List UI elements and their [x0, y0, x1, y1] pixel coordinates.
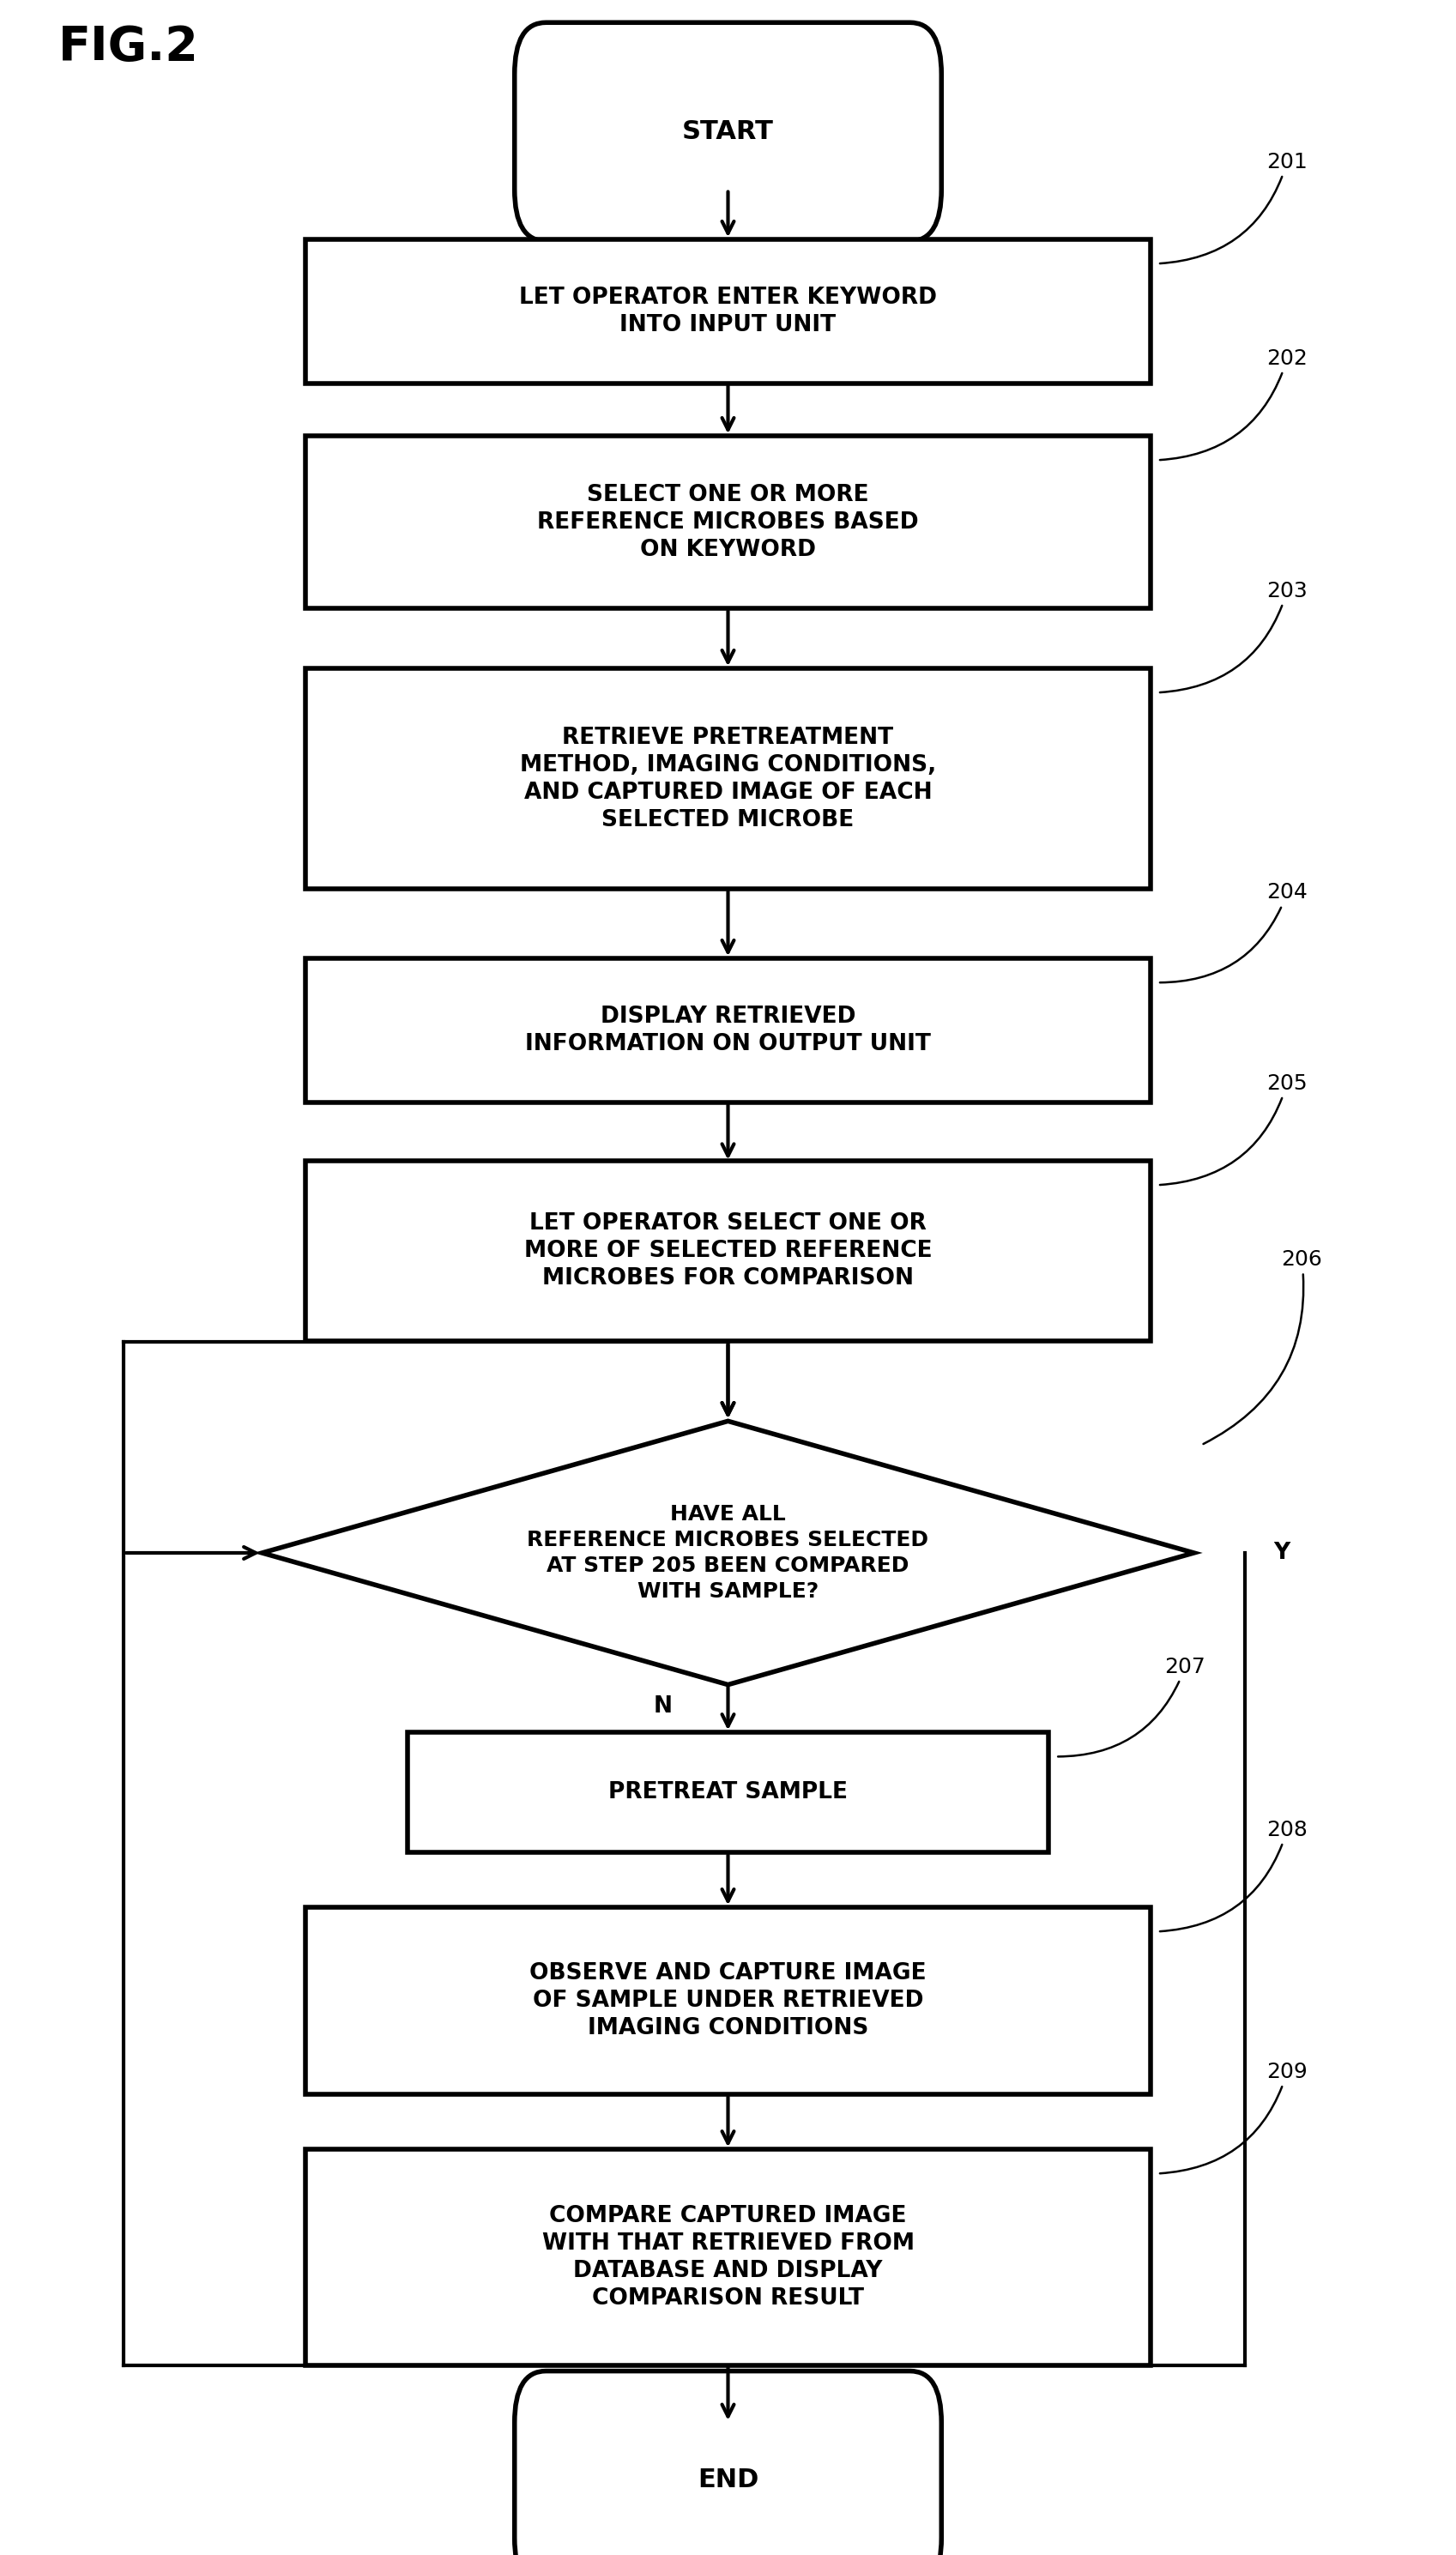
Text: 203: 203	[1160, 580, 1307, 692]
Text: PRETREAT SAMPLE: PRETREAT SAMPLE	[609, 1781, 847, 1804]
FancyBboxPatch shape	[306, 437, 1150, 608]
Text: LET OPERATOR ENTER KEYWORD
INTO INPUT UNIT: LET OPERATOR ENTER KEYWORD INTO INPUT UN…	[520, 286, 936, 337]
FancyBboxPatch shape	[306, 2149, 1150, 2366]
Text: SELECT ONE OR MORE
REFERENCE MICROBES BASED
ON KEYWORD: SELECT ONE OR MORE REFERENCE MICROBES BA…	[537, 483, 919, 562]
Text: START: START	[683, 120, 773, 143]
Text: 205: 205	[1160, 1073, 1307, 1186]
Text: 208: 208	[1160, 1819, 1307, 1932]
FancyBboxPatch shape	[514, 2371, 942, 2555]
Text: 209: 209	[1160, 2062, 1307, 2174]
FancyBboxPatch shape	[514, 23, 942, 240]
Text: DISPLAY RETRIEVED
INFORMATION ON OUTPUT UNIT: DISPLAY RETRIEVED INFORMATION ON OUTPUT …	[526, 1007, 930, 1055]
Text: FIG.2: FIG.2	[58, 23, 199, 72]
Text: END: END	[697, 2468, 759, 2494]
FancyBboxPatch shape	[408, 1732, 1048, 1852]
Text: COMPARE CAPTURED IMAGE
WITH THAT RETRIEVED FROM
DATABASE AND DISPLAY
COMPARISON : COMPARE CAPTURED IMAGE WITH THAT RETRIEV…	[542, 2205, 914, 2310]
Text: N: N	[654, 1694, 671, 1717]
FancyBboxPatch shape	[306, 1160, 1150, 1341]
Text: Y: Y	[1273, 1541, 1290, 1564]
Polygon shape	[262, 1421, 1194, 1684]
Text: 206: 206	[1203, 1249, 1322, 1444]
Text: HAVE ALL
REFERENCE MICROBES SELECTED
AT STEP 205 BEEN COMPARED
WITH SAMPLE?: HAVE ALL REFERENCE MICROBES SELECTED AT …	[527, 1505, 929, 1602]
Text: OBSERVE AND CAPTURE IMAGE
OF SAMPLE UNDER RETRIEVED
IMAGING CONDITIONS: OBSERVE AND CAPTURE IMAGE OF SAMPLE UNDE…	[530, 1962, 926, 2039]
Text: 201: 201	[1160, 151, 1307, 263]
Text: 207: 207	[1059, 1656, 1206, 1758]
FancyBboxPatch shape	[306, 240, 1150, 383]
FancyBboxPatch shape	[306, 1909, 1150, 2095]
Text: LET OPERATOR SELECT ONE OR
MORE OF SELECTED REFERENCE
MICROBES FOR COMPARISON: LET OPERATOR SELECT ONE OR MORE OF SELEC…	[524, 1211, 932, 1290]
Text: 204: 204	[1160, 881, 1307, 984]
FancyBboxPatch shape	[306, 669, 1150, 889]
Text: 202: 202	[1160, 347, 1307, 460]
Text: RETRIEVE PRETREATMENT
METHOD, IMAGING CONDITIONS,
AND CAPTURED IMAGE OF EACH
SEL: RETRIEVE PRETREATMENT METHOD, IMAGING CO…	[520, 726, 936, 830]
FancyBboxPatch shape	[306, 958, 1150, 1101]
